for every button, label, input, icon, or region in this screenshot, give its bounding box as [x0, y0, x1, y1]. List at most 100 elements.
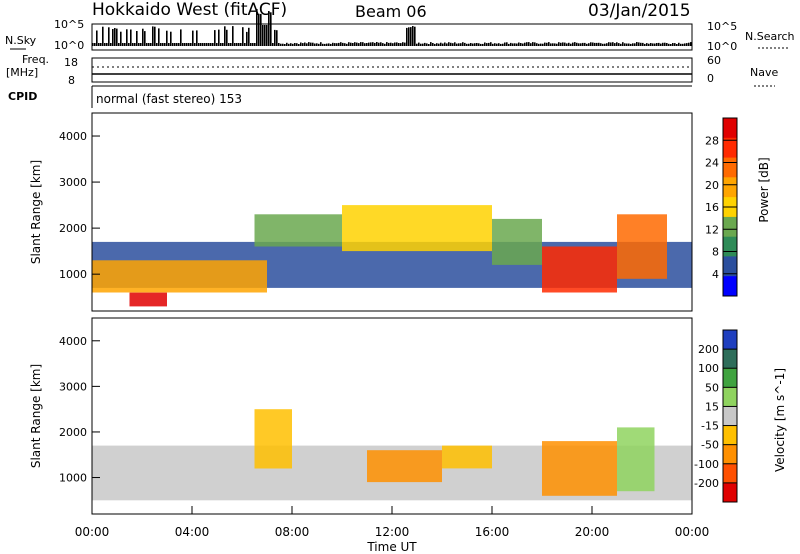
- nsky-bar: [580, 43, 582, 46]
- nsky-bar: [390, 42, 392, 46]
- nsky-bar: [456, 43, 458, 46]
- nsky-bar: [98, 43, 100, 46]
- colorbar-tick-label: 8: [712, 246, 719, 259]
- nsky-bar: [330, 43, 332, 46]
- nsky-bar: [624, 43, 626, 46]
- colorbar-segment: [723, 406, 737, 426]
- data-region: [342, 205, 492, 252]
- colorbar-tick-label: 200: [698, 343, 719, 356]
- nsky-bar: [490, 42, 492, 46]
- nsky-bar: [478, 43, 480, 46]
- nsky-bar: [506, 42, 508, 46]
- nsky-bar: [154, 26, 156, 46]
- nsky-bar: [268, 11, 270, 46]
- time-axis-label: Time UT: [366, 540, 417, 554]
- nsky-bar: [654, 43, 656, 46]
- nsky-bar: [426, 43, 428, 46]
- nsky-bar: [192, 30, 194, 46]
- nsky-bar: [374, 42, 376, 46]
- nsky-bar: [660, 43, 662, 46]
- nsky-bar: [400, 43, 402, 46]
- nsky-bar: [512, 43, 514, 46]
- colorbar-segment: [723, 425, 737, 446]
- nsky-bar: [346, 43, 348, 46]
- nsky-bar: [388, 42, 390, 46]
- nsky-bar: [470, 43, 472, 46]
- nsky-bar: [334, 43, 336, 46]
- nsky-bar: [492, 43, 494, 46]
- nsky-bar: [344, 43, 346, 46]
- x-tick-label: 08:00: [275, 525, 310, 539]
- nsky-bar: [640, 42, 642, 46]
- nsky-bar: [224, 26, 226, 46]
- nsky-bar: [254, 43, 256, 46]
- colorbar-tick-label: 28: [705, 134, 719, 147]
- cpid-text: normal (fast stereo) 153: [96, 92, 242, 106]
- nsky-bar: [152, 26, 154, 46]
- nsky-bar: [354, 42, 356, 46]
- nsky-bar: [262, 25, 264, 46]
- nsky-bar: [220, 43, 222, 46]
- nsky-bar: [362, 42, 364, 46]
- date-label: 03/Jan/2015: [588, 1, 691, 21]
- nsky-bar: [298, 44, 300, 46]
- nsky-bar: [164, 43, 166, 46]
- nsky-bar: [360, 42, 362, 46]
- nsky-bar: [296, 43, 298, 46]
- nsky-bar: [646, 43, 648, 46]
- velocity-colorbar-label: Velocity [m s^-1]: [773, 368, 787, 472]
- nsky-bar: [294, 43, 296, 46]
- nsky-bar: [538, 43, 540, 46]
- nsky-bar: [208, 43, 210, 46]
- nsky-tick-bottom: 10^0: [54, 39, 84, 52]
- nsky-bar: [158, 28, 160, 46]
- nsky-bar: [108, 27, 110, 46]
- colorbar-segment: [723, 330, 737, 350]
- nsky-bar: [432, 43, 434, 46]
- power-panel: 1000 2000 3000 4000 Slant Range [km] 4 8 12 16…: [29, 112, 771, 312]
- nsky-bar: [632, 43, 634, 46]
- colorbar-tick-label: 100: [698, 362, 719, 375]
- power-data: [92, 205, 692, 307]
- x-tick-label: 00:00: [675, 525, 710, 539]
- nsky-bar: [198, 43, 200, 46]
- nsky-bar: [458, 43, 460, 46]
- nsky-bar: [404, 42, 406, 46]
- nsky-bar: [508, 43, 510, 46]
- nsky-bar: [636, 42, 638, 46]
- nsky-bar: [138, 43, 140, 46]
- nsky-bar: [204, 43, 206, 46]
- nsky-bar: [116, 28, 118, 46]
- nsky-bar: [498, 43, 500, 46]
- beam-label: Beam 06: [355, 2, 427, 21]
- data-region: [254, 409, 292, 469]
- nsky-bar: [104, 43, 106, 46]
- nsky-bar: [612, 42, 614, 46]
- nsky-bar: [468, 43, 470, 46]
- nsky-bar: [380, 42, 382, 46]
- nsky-bar: [536, 43, 538, 46]
- nsky-bar: [678, 42, 680, 46]
- nsky-bar: [566, 43, 568, 46]
- nsky-bar: [568, 42, 570, 46]
- freq-tick-bottom: 8: [68, 74, 75, 87]
- nsky-bar: [328, 43, 330, 46]
- nsky-bar: [242, 27, 244, 46]
- nsky-bar: [342, 42, 344, 46]
- nsky-bar: [642, 42, 644, 46]
- nsky-bar: [118, 43, 120, 46]
- nsky-bar: [252, 43, 254, 46]
- nsky-bar: [578, 43, 580, 46]
- nsky-bar: [142, 28, 144, 46]
- colorbar-segment: [723, 387, 737, 407]
- nsky-bar: [274, 29, 276, 46]
- nsky-bar: [658, 42, 660, 46]
- nsky-bar: [504, 42, 506, 46]
- nsky-bar: [648, 43, 650, 46]
- nsky-bar: [272, 43, 274, 46]
- nsky-bar: [662, 42, 664, 46]
- nsky-bar: [572, 42, 574, 46]
- colorbar-tick-label: -200: [694, 477, 719, 490]
- nsky-bar: [156, 43, 158, 46]
- nsky-bar: [664, 42, 666, 46]
